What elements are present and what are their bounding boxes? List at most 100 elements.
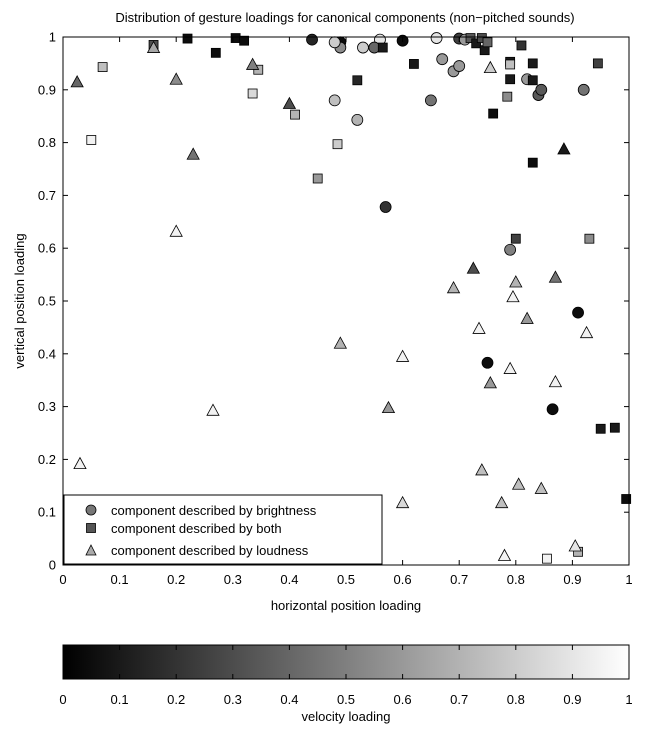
data-point-triangle-20 xyxy=(506,289,520,303)
y-axis-label: vertical position loading xyxy=(12,233,27,368)
colorbar-tick-label: 0.2 xyxy=(167,692,185,707)
data-point-square-33 xyxy=(609,422,620,433)
data-point-circle-18 xyxy=(424,94,437,107)
data-point-triangle-6 xyxy=(169,224,183,237)
data-point-square-25 xyxy=(516,40,527,51)
x-tick-label: 0.6 xyxy=(394,572,412,587)
data-point-square-8 xyxy=(290,109,300,120)
data-point-square-5 xyxy=(97,62,108,72)
data-point-square-0 xyxy=(182,33,193,44)
x-tick-label: 0.5 xyxy=(337,572,355,587)
data-point-triangle-30 xyxy=(568,539,582,552)
data-point-triangle-18 xyxy=(483,60,498,74)
data-point-triangle-8 xyxy=(73,456,87,470)
data-point-triangle-29 xyxy=(557,142,571,155)
colorbar-tick-label: 0.6 xyxy=(394,692,412,707)
data-point-square-26 xyxy=(527,58,538,69)
x-axis-ticks: 0 0.1 0.2 0.3 0.4 0.5 0.6 0.7 0.8 0.9 1 xyxy=(59,37,633,587)
colorbar-tick-label: 1 xyxy=(625,692,632,707)
data-point-square-13 xyxy=(377,42,388,53)
x-tick-label: 0.9 xyxy=(563,572,581,587)
data-point-square-16 xyxy=(471,38,482,49)
data-point-circle-17 xyxy=(577,83,590,96)
x-tick-label: 0.7 xyxy=(450,572,468,587)
data-point-square-24 xyxy=(502,91,513,102)
data-point-circle-10 xyxy=(357,41,369,54)
data-point-square-19 xyxy=(482,37,493,48)
x-tick-label: 0.2 xyxy=(167,572,185,587)
data-point-square-29 xyxy=(592,58,603,69)
data-point-square-32 xyxy=(595,423,606,434)
x-axis-label: horizontal position loading xyxy=(271,598,421,613)
colorbar-ticks: 0 0.1 0.2 0.3 0.4 0.5 0.6 0.7 0.8 0.9 1 xyxy=(59,645,633,707)
data-point-triangle-5 xyxy=(186,147,200,160)
data-point-triangle-0 xyxy=(70,75,84,88)
y-tick-label: 1 xyxy=(49,30,56,45)
data-point-circle-19 xyxy=(328,94,341,107)
legend-label-brightness: component described by brightness xyxy=(111,503,317,518)
y-tick-label: 0.3 xyxy=(38,399,56,414)
x-tick-label: 0.4 xyxy=(280,572,298,587)
data-point-triangle-17 xyxy=(475,463,489,476)
data-point-square-20 xyxy=(488,108,499,119)
data-point-square-10 xyxy=(332,139,343,150)
data-point-triangle-15 xyxy=(472,321,486,334)
y-tick-label: 0.4 xyxy=(38,346,56,361)
data-point-square-22 xyxy=(505,74,516,85)
data-point-square-12 xyxy=(352,75,363,86)
data-point-triangle-9 xyxy=(333,336,348,349)
data-point-triangle-14 xyxy=(466,261,481,274)
legend-marker-circle xyxy=(85,504,97,516)
data-point-triangle-16 xyxy=(483,376,498,389)
data-point-square-27 xyxy=(527,75,538,86)
data-point-triangle-11 xyxy=(395,349,410,362)
data-point-square-6 xyxy=(247,88,258,99)
data-point-circle-3 xyxy=(430,32,443,44)
data-point-square-35 xyxy=(542,553,552,564)
data-point-circle-22 xyxy=(504,243,517,256)
legend-marker-square xyxy=(86,523,96,533)
data-point-circle-23 xyxy=(572,306,584,319)
data-point-square-30 xyxy=(510,233,521,244)
x-tick-label: 0.3 xyxy=(224,572,242,587)
colorbar xyxy=(62,644,630,680)
x-tick-label: 1 xyxy=(625,572,632,587)
x-tick-label: 0 xyxy=(59,572,66,587)
plot-frame xyxy=(62,36,630,566)
data-point-square-31 xyxy=(584,233,595,244)
colorbar-tick-label: 0.3 xyxy=(224,692,242,707)
data-point-triangle-7 xyxy=(206,403,220,416)
y-tick-label: 0.1 xyxy=(38,505,56,520)
data-point-circle-11 xyxy=(436,53,449,66)
data-point-circle-24 xyxy=(481,356,494,369)
data-point-triangle-4 xyxy=(282,96,297,109)
data-point-square-34 xyxy=(621,494,632,504)
x-tick-label: 0.1 xyxy=(111,572,129,587)
chart-title: Distribution of gesture loadings for can… xyxy=(115,10,574,25)
data-point-triangle-23 xyxy=(494,495,509,509)
data-point-triangle-24 xyxy=(497,548,512,561)
data-point-triangle-21 xyxy=(509,275,523,288)
y-axis-ticks: 0 0.1 0.2 0.3 0.4 0.5 0.6 0.7 0.8 0.9 1 xyxy=(38,30,629,573)
data-point-square-14 xyxy=(409,59,419,69)
x-tick-label: 0.8 xyxy=(507,572,525,587)
colorbar-label: velocity loading xyxy=(302,709,391,724)
data-point-square-9 xyxy=(312,173,323,184)
colorbar-tick-label: 0 xyxy=(59,692,66,707)
colorbar-tick-label: 0.1 xyxy=(111,692,129,707)
data-point-triangle-1 xyxy=(146,40,161,53)
data-point-triangle-22 xyxy=(520,311,534,324)
legend-box xyxy=(63,494,383,565)
data-point-square-15 xyxy=(465,33,476,43)
data-point-circle-9 xyxy=(328,36,341,49)
data-point-square-23 xyxy=(505,59,516,70)
data-point-circle-21 xyxy=(379,201,392,213)
data-point-square-2 xyxy=(239,35,250,46)
data-point-circle-16 xyxy=(535,83,548,96)
colorbar-tick-label: 0.7 xyxy=(450,692,468,707)
data-point-triangle-28 xyxy=(548,374,563,388)
y-tick-label: 0.8 xyxy=(38,135,56,150)
data-point-circle-25 xyxy=(546,403,559,416)
data-point-circle-13 xyxy=(453,60,466,72)
data-point-triangle-31 xyxy=(579,325,594,339)
